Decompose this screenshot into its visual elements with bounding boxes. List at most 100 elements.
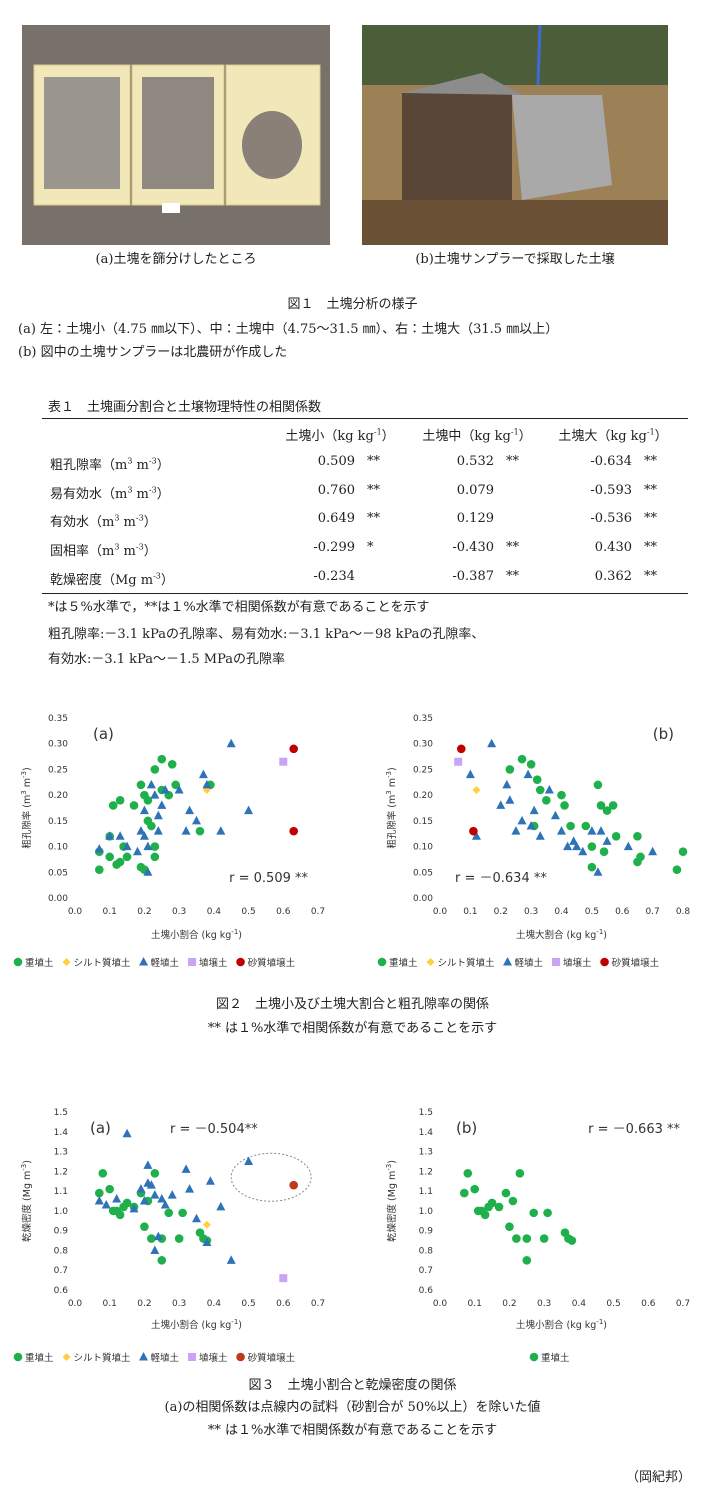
x-tick-label: 0.4: [207, 907, 222, 917]
label-part: 3: [114, 542, 120, 552]
data-point: [480, 1210, 490, 1220]
column-header: 土塊大（kg kg-1）: [543, 425, 683, 444]
data-point: [178, 1208, 187, 1218]
data-point: [244, 805, 254, 815]
data-point: [569, 836, 579, 845]
y-tick-label: 0.10: [413, 843, 433, 853]
annotation: r = －0.663 **: [588, 1122, 680, 1137]
x-tick-label: 0.3: [537, 1299, 551, 1309]
cell-value: 0.509: [317, 454, 355, 469]
figure-title: 図１ 土塊分析の様子: [287, 297, 418, 312]
chart: 0.6 0.7 0.8 0.9 1.0 1.1 1.2 1.3 1.4 1.5 0.0 0.1 0.2 0…: [13, 1108, 325, 1364]
data-point: [587, 826, 597, 835]
data-point: [95, 865, 104, 875]
y-tick-label: 0.35: [48, 714, 68, 724]
y-tick-label: 1.0: [54, 1207, 69, 1217]
x-tick-label: 0.7: [645, 907, 659, 917]
label-part: m: [22, 778, 33, 790]
column-header: 土塊中（kg kg-1）: [407, 425, 547, 444]
data-point: [636, 852, 645, 862]
legend-label: シルト質埴土: [438, 957, 496, 969]
data-point: [153, 810, 163, 820]
cell-significance: **: [506, 540, 519, 556]
table-note: *は５%水準で，**は１%水準で相関係数が有意であることを示す: [48, 600, 430, 615]
label-part: -3: [148, 485, 157, 495]
chart: 0.00 0.05 0.10 0.15 0.20 0.25 0.30 0.35 0.0 0.1 0.…: [13, 714, 325, 969]
label-part: 土塊小（kg kg: [285, 429, 374, 444]
data-point: [465, 769, 475, 779]
cell-significance: **: [644, 511, 657, 527]
data-point: [542, 795, 551, 805]
label-part: ）: [654, 429, 668, 444]
x-tick-label: 0.2: [137, 1299, 151, 1309]
label-part: 有効水（m: [50, 515, 115, 531]
cell-significance: **: [644, 568, 657, 584]
legend-label: 埴壌土: [199, 1352, 228, 1364]
cell-significance: **: [644, 540, 657, 556]
legend-marker: [188, 958, 197, 966]
label-part: -3: [385, 771, 393, 778]
data-point: [572, 841, 582, 851]
data-point: [539, 1234, 549, 1243]
label-part: 易有効水（m: [50, 486, 128, 502]
row-label: 固相率（m3 m-3）: [50, 540, 157, 559]
data-point: [508, 1196, 518, 1206]
legend-marker: [188, 1353, 197, 1361]
data-point: [543, 1208, 552, 1218]
data-point: [587, 842, 597, 851]
data-point: [526, 821, 536, 830]
label-part: -3: [385, 1164, 393, 1171]
data-point: [160, 1199, 170, 1209]
legend-label: 埴壌土: [563, 957, 592, 969]
panel-label: (a): [90, 1119, 111, 1137]
legend-marker: [426, 958, 435, 966]
label-part: -1: [646, 427, 655, 437]
label-part: m: [132, 458, 149, 473]
label-part: ）: [143, 544, 157, 560]
label-part: 固相率（m: [50, 544, 115, 560]
data-point: [602, 806, 612, 815]
y-axis-title: 乾燥密度 (Mg m-3): [20, 1160, 33, 1242]
data-point: [181, 1164, 191, 1173]
cell-value: -0.234: [313, 568, 355, 584]
legend-label: 軽埴土: [515, 957, 544, 969]
data-point: [279, 1274, 288, 1283]
label-part: -1: [510, 427, 519, 437]
legend-marker: [62, 958, 71, 966]
row-label: 易有効水（m3 m-3）: [50, 483, 170, 502]
legend-marker: [236, 1352, 245, 1362]
data-point: [523, 769, 533, 779]
y-tick-label: 0.6: [419, 1286, 434, 1296]
data-point: [472, 786, 481, 794]
data-point: [112, 1194, 122, 1203]
data-point: [522, 1256, 532, 1265]
data-point: [181, 826, 191, 835]
legend-marker: [13, 1352, 23, 1362]
label-part: ）: [143, 515, 157, 531]
data-point: [185, 1184, 195, 1193]
label-part: m: [119, 544, 136, 560]
data-point: [171, 780, 180, 790]
data-point: [566, 821, 575, 831]
data-point: [557, 790, 566, 800]
photo-caption: (b)土塊サンプラーで採取した土壌: [415, 252, 615, 267]
label-part: -3: [153, 571, 161, 581]
data-point: [469, 826, 478, 836]
data-point: [487, 1198, 497, 1208]
label-part: -3: [135, 542, 144, 552]
y-tick-label: 1.2: [419, 1167, 433, 1177]
cell-value: -0.593: [590, 482, 632, 498]
data-point: [596, 801, 606, 810]
label-part: ): [238, 930, 242, 941]
data-point: [94, 844, 104, 853]
x-tick-label: 0.2: [502, 1299, 516, 1309]
data-point: [122, 1198, 132, 1208]
y-axis-title: 粗孔隙率 (m3 m-3): [385, 767, 398, 848]
legend-label: 砂質埴壌土: [248, 1352, 296, 1364]
label-part: 粗孔隙率 (m: [386, 795, 398, 849]
data-point: [105, 1184, 115, 1194]
table-title: 表１ 土塊画分割合と土壌物理特性の相関係数: [48, 400, 322, 415]
label-part: ): [22, 1160, 33, 1164]
legend-marker: [529, 1352, 539, 1362]
data-point: [167, 759, 177, 769]
